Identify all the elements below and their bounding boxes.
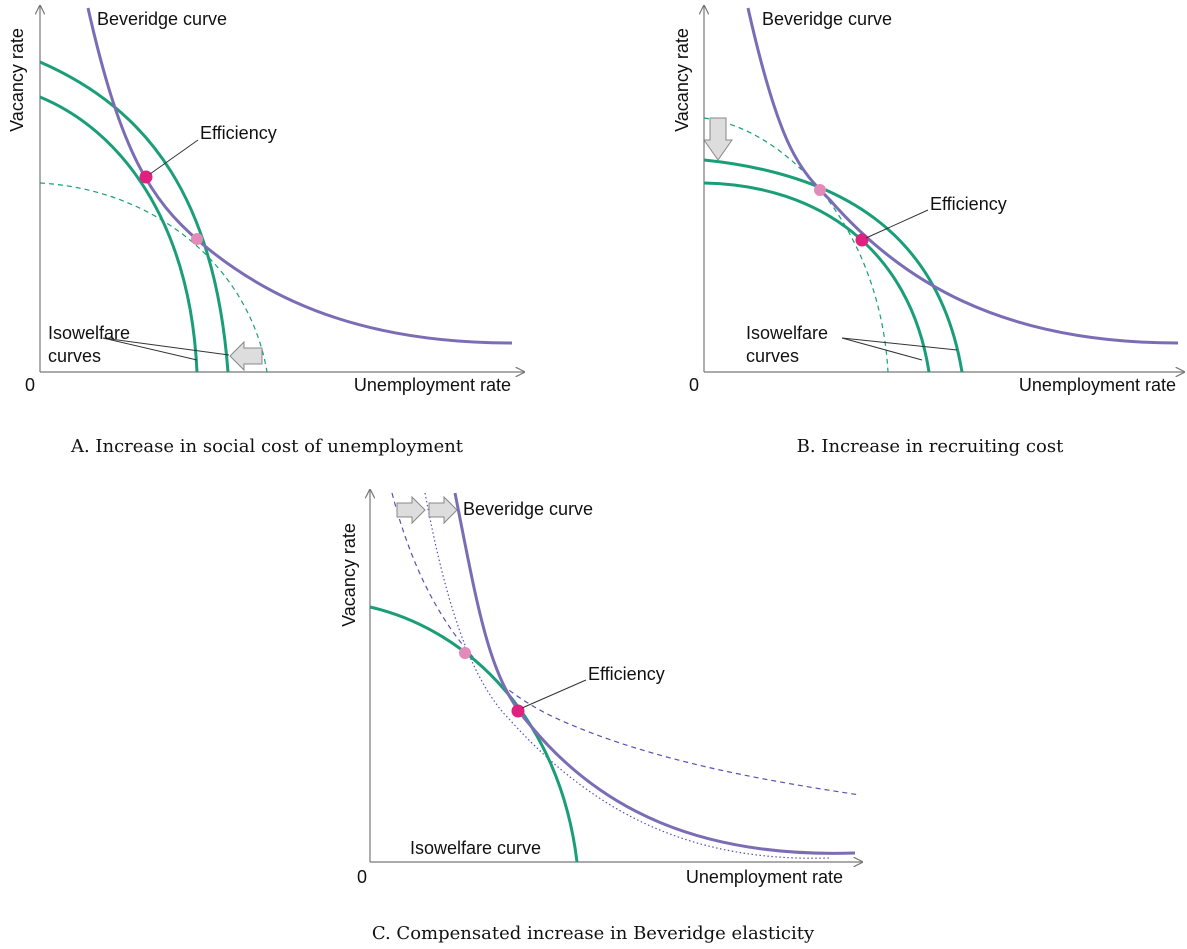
isowelfare-label: curves [746, 346, 799, 366]
isowelfare-curve [369, 605, 579, 863]
origin-label: 0 [25, 375, 35, 395]
isowelfare-label: Isowelfare [746, 323, 828, 343]
leader-line [841, 337, 958, 351]
panel-b: Vacancy rate Unemployment rate 0 Beverid… [672, 6, 1184, 457]
x-axis-label: Unemployment rate [354, 375, 511, 395]
shift-arrow [229, 340, 263, 372]
isowelfare-label: Isowelfare [48, 323, 130, 343]
isowelfare-curve [39, 60, 230, 373]
efficiency-label: Efficiency [930, 194, 1007, 214]
efficiency-label: Efficiency [588, 664, 665, 684]
x-axis-label: Unemployment rate [686, 867, 843, 887]
panel-a: Vacancy rate Unemployment rate 0 Beverid… [7, 6, 524, 457]
y-axis-label: Vacancy rate [7, 28, 27, 132]
beveridge-label: Beveridge curve [97, 9, 227, 29]
efficiency-point [139, 170, 153, 184]
shift-arrow [703, 117, 733, 161]
leader-line [102, 337, 198, 361]
leader-line [841, 337, 923, 361]
isowelfare-curve [39, 95, 199, 373]
caption: A. Increase in social cost of unemployme… [70, 436, 464, 457]
leader-line [102, 337, 230, 356]
old-efficiency-point [814, 184, 826, 196]
isowelfare-curve [703, 181, 931, 373]
origin-label: 0 [357, 867, 367, 887]
beveridge-label: Beveridge curve [762, 9, 892, 29]
beveridge-intermediate [424, 492, 831, 859]
x-axis-label: Unemployment rate [1019, 375, 1176, 395]
leader-line [149, 139, 199, 175]
caption: B. Increase in recruiting cost [797, 436, 1064, 457]
old-efficiency-point [459, 647, 471, 659]
isowelfare-old [39, 182, 268, 373]
y-axis-label: Vacancy rate [672, 28, 692, 132]
leader-line [521, 679, 587, 709]
isowelfare-label: Isowelfare curve [410, 838, 541, 858]
beveridge-old [391, 492, 861, 796]
efficiency-label: Efficiency [200, 123, 277, 143]
efficiency-point [511, 704, 525, 718]
shift-arrow [396, 495, 426, 525]
origin-label: 0 [689, 375, 699, 395]
y-axis-label: Vacancy rate [339, 523, 359, 627]
old-efficiency-point [191, 233, 203, 245]
beveridge-curve [746, 7, 1179, 345]
isowelfare-curve [703, 158, 964, 373]
panel-c: Vacancy rate Unemployment rate 0 Beverid… [339, 490, 862, 944]
caption: C. Compensated increase in Beveridge ela… [372, 923, 815, 944]
beveridge-label: Beveridge curve [463, 499, 593, 519]
shift-arrow [428, 495, 458, 525]
leader-line [865, 209, 929, 239]
beveridge-curve [453, 492, 856, 855]
efficiency-point [855, 233, 869, 247]
isowelfare-label: curves [48, 346, 101, 366]
